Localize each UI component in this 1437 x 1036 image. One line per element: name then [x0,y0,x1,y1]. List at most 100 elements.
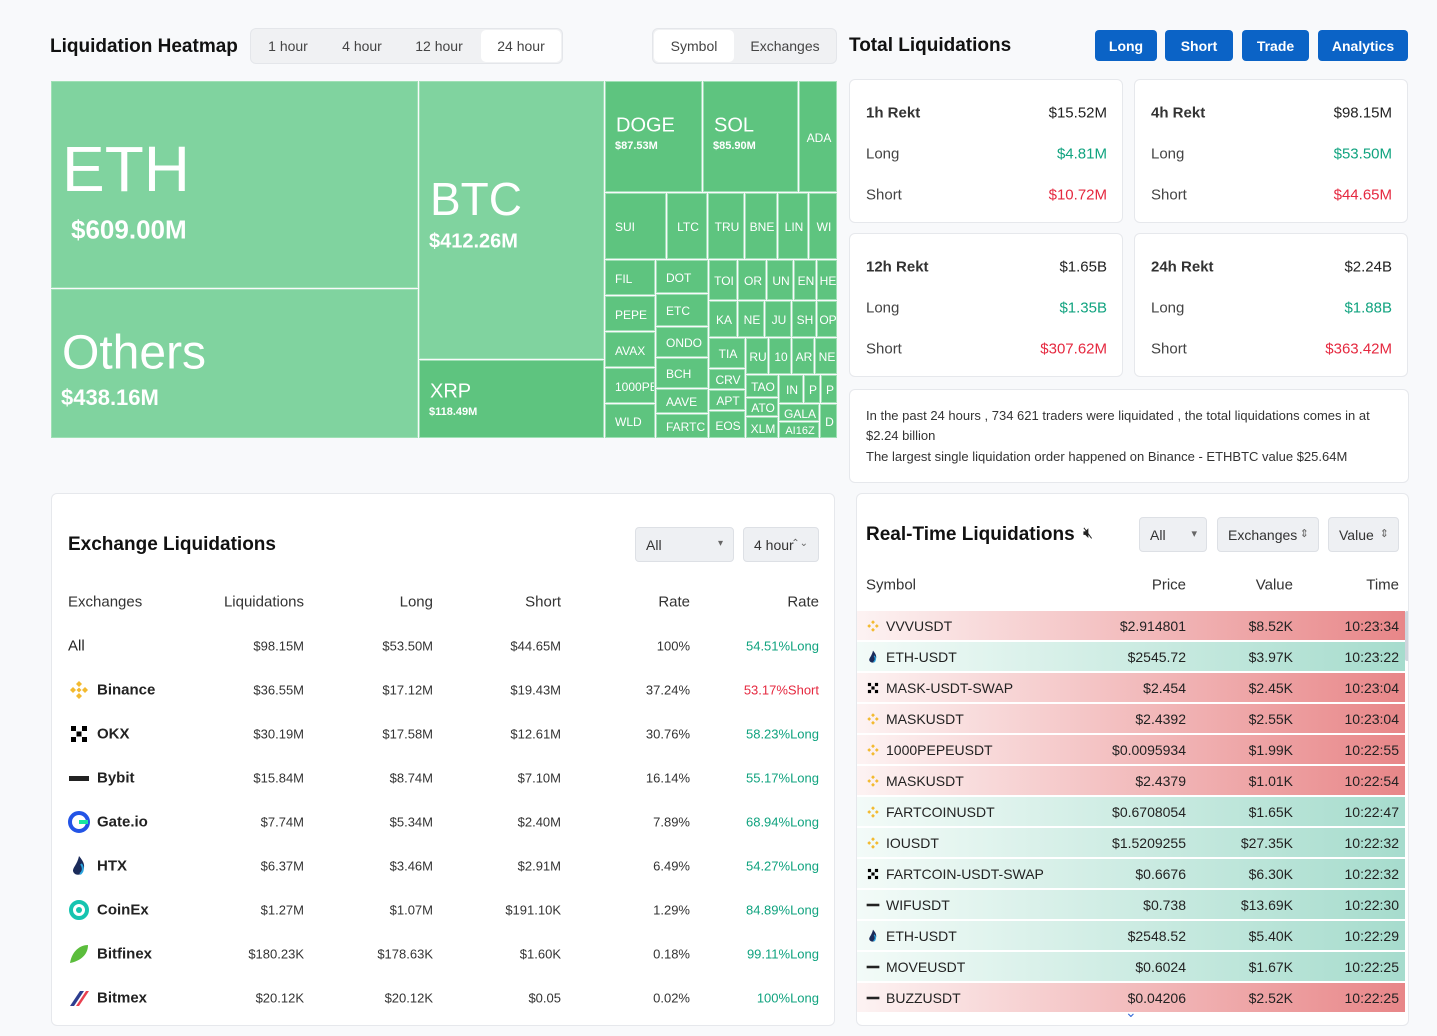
row-cell: $2.4392 [1135,711,1186,727]
row-cell: 10:23:04 [1344,711,1400,727]
exchange-cell: $12.61M [510,726,561,742]
card-row-label: Long [1151,299,1185,317]
heatmap-cell[interactable]: EN [794,260,816,300]
exchange-rate: 84.89%Long [745,902,819,918]
view-tab[interactable]: Symbol [670,38,718,54]
nav-button[interactable]: Analytics [1318,30,1408,61]
cell-label: FIL [615,271,633,286]
exchange-icon [68,767,90,789]
nav-button[interactable]: Long [1095,30,1157,61]
heatmap-cell[interactable]: XLM [746,417,778,438]
cell-label: ONDO [666,336,702,350]
heatmap-cell[interactable]: WLD [605,404,655,438]
nav-button[interactable]: Trade [1242,30,1309,61]
exchange-cell: $1.27M [260,902,304,918]
liquidation-row: ETH-USDT $2545.72 $3.97K 10:23:22 [857,642,1405,672]
heatmap-cell[interactable]: SH [792,301,816,337]
select[interactable]: Value ⇕ [1328,517,1399,552]
heatmap-cell[interactable]: WI [809,193,837,259]
exchange-cell: 37.24% [645,682,690,698]
heatmap-cell[interactable]: JU [765,301,791,337]
heatmap-cell[interactable]: FIL [605,260,655,295]
heatmap-cell[interactable]: RU [746,338,768,374]
select[interactable]: 4 hour ⌃⌄ [743,527,819,562]
heatmap-cell[interactable]: GALA [779,404,819,421]
heatmap-cell[interactable]: TAO [746,375,778,397]
heatmap-cell[interactable]: TIA [709,338,745,368]
heatmap-cell[interactable]: NE [738,301,764,337]
row-cell: 10:22:25 [1344,959,1400,975]
heatmap-cell[interactable]: LTC [667,193,707,259]
heatmap-cell[interactable]: AR [792,338,814,374]
nav-button[interactable]: Short [1165,30,1233,61]
cell-label: 10 [774,350,788,364]
heatmap-cell[interactable]: APT [709,390,745,410]
heatmap-cell[interactable]: IN [779,375,803,403]
time-tab[interactable]: 12 hour [415,38,463,54]
heatmap-cell[interactable]: SOL $85.90M [703,81,798,192]
heatmap-cell[interactable]: ADA [799,81,837,192]
heatmap-cell[interactable]: CRV [709,369,745,389]
exchange-icon [866,929,880,943]
heatmap-cell[interactable]: AAVE [656,389,708,413]
select-arrow: ⇕ [1299,528,1309,540]
heatmap-cell[interactable]: KA [709,301,737,337]
exchange-icon [866,898,880,912]
exchange-cell: $53.50M [382,638,433,654]
exchange-rate: 54.51%Long [745,638,819,654]
view-tab[interactable]: Exchanges [750,38,820,54]
exchange-name: CoinEx [97,901,149,919]
heatmap-cell[interactable]: BNE [745,193,777,259]
column-header: Liquidations [223,593,304,611]
scroll-chevron[interactable]: ⌄ [1125,1004,1137,1020]
card-title: 4h Rekt [1151,104,1206,122]
select[interactable]: All ▾ [635,527,734,562]
heatmap-cell[interactable]: BTC $412.26M [419,81,604,359]
cell-label: SOL [714,114,755,137]
heatmap-cell[interactable]: FARTC [656,414,708,438]
column-header: Long [399,593,433,611]
heatmap-cell[interactable]: LIN [778,193,808,259]
exchange-name: Bitmex [97,989,148,1007]
heatmap-cell[interactable]: UN [767,260,793,300]
heatmap-cell[interactable]: P [821,375,837,403]
heatmap-cell[interactable]: Others $438.16M [51,289,418,438]
heatmap-cell[interactable]: BCH [656,358,708,388]
time-tab[interactable]: 4 hour [342,38,382,54]
heatmap-cell[interactable]: DOGE $87.53M [605,81,702,192]
heatmap-cell[interactable]: TRU [708,193,744,259]
heatmap-cell[interactable]: DOT [656,260,708,293]
heatmap-cell[interactable]: AI16Z [779,422,819,438]
heatmap-cell[interactable]: NE [815,338,837,374]
heatmap-cell[interactable]: XRP $118.49M [419,360,604,438]
heatmap-cell[interactable]: ATO [746,398,778,416]
heatmap-cell[interactable]: OP [817,301,837,337]
heatmap-cell[interactable]: D [820,404,837,438]
heatmap-cell[interactable]: SUI [605,193,666,259]
time-tab[interactable]: 24 hour [497,38,545,54]
row-symbol: WIFUSDT [886,897,950,913]
heatmap-cell[interactable]: 1000PE [605,368,655,403]
mute-icon[interactable]: 🔇︎ [1083,525,1094,542]
time-tab[interactable]: 1 hour [268,38,308,54]
liquidation-row: VVVUSDT $2.914801 $8.52K 10:23:34 [857,611,1405,641]
heatmap-cell[interactable]: PEPE [605,296,655,331]
select[interactable]: Exchanges ⇕ [1217,517,1319,552]
row-symbol: MASK-USDT-SWAP [886,680,1014,696]
liquidation-row: 1000PEPEUSDT $0.0095934 $1.99K 10:22:55 [857,735,1405,765]
heatmap-cell[interactable]: ETC [656,294,708,326]
heatmap-cell[interactable]: P [804,375,820,403]
heatmap-cell[interactable]: 10 [769,338,791,374]
heatmap-cell[interactable]: HE [817,260,837,300]
exchange-icon [68,943,90,965]
heatmap-cell[interactable]: ONDO [656,327,708,357]
row-cell: $0.6024 [1135,959,1186,975]
select[interactable]: All ▾ [1139,517,1207,552]
heatmap-cell[interactable]: EOS [709,411,745,438]
heatmap-cell[interactable]: OR [738,260,766,300]
cell-label: WI [816,220,832,234]
heatmap-cell[interactable]: TOI [709,260,737,300]
cell-label: OR [744,274,762,288]
heatmap-cell[interactable]: AVAX [605,332,655,367]
heatmap-cell[interactable]: ETH $609.00M [51,81,418,288]
